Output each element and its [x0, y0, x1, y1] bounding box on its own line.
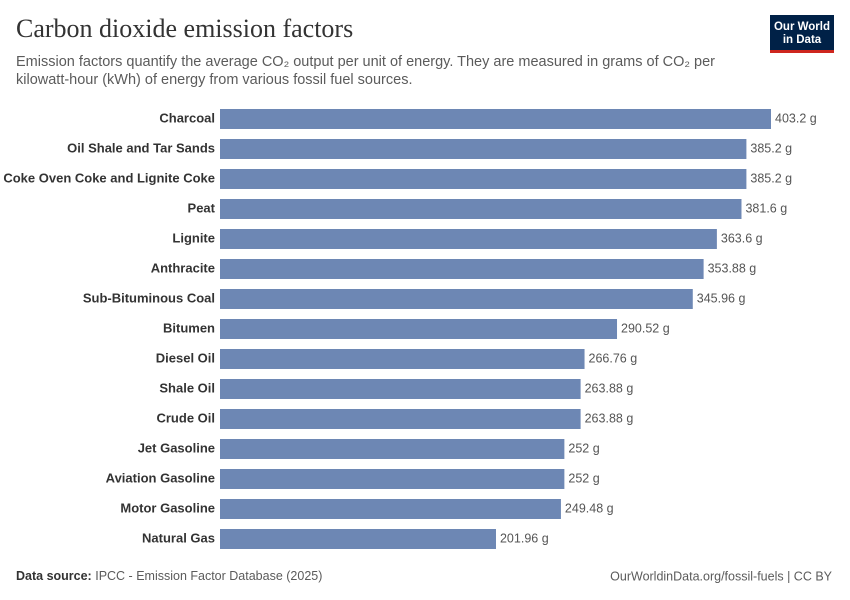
value-label: 263.88 g	[585, 381, 634, 395]
value-label: 385.2 g	[750, 171, 792, 185]
category-label: Bitumen	[163, 320, 215, 335]
bar	[220, 529, 496, 549]
category-label: Lignite	[172, 230, 215, 245]
logo-text: Our World	[774, 21, 830, 33]
value-label: 252 g	[568, 441, 599, 455]
bar	[220, 109, 771, 129]
logo-text: in Data	[783, 34, 822, 46]
category-label: Natural Gas	[142, 530, 215, 545]
bar	[220, 259, 704, 279]
category-label: Oil Shale and Tar Sands	[67, 140, 215, 155]
bar	[220, 289, 693, 309]
chart-title: Carbon dioxide emission factors	[16, 14, 353, 43]
bar	[220, 199, 742, 219]
bar	[220, 349, 585, 369]
bar	[220, 499, 561, 519]
value-label: 252 g	[568, 471, 599, 485]
value-label: 249.48 g	[565, 501, 614, 515]
value-label: 345.96 g	[697, 291, 746, 305]
value-label: 381.6 g	[745, 201, 787, 215]
footer-link[interactable]: OurWorldinData.org/fossil-fuels | CC BY	[610, 569, 833, 583]
category-label: Sub-Bituminous Coal	[83, 290, 215, 305]
bar	[220, 139, 747, 159]
category-label: Jet Gasoline	[138, 440, 215, 455]
subtitle-line: Emission factors quantify the average CO…	[16, 54, 715, 70]
value-label: 403.2 g	[775, 111, 817, 125]
logo-stripe	[770, 50, 834, 53]
source: Data source: IPCC - Emission Factor Data…	[16, 569, 322, 583]
value-label: 263.88 g	[585, 411, 634, 425]
category-label: Peat	[188, 200, 216, 215]
source-label: Data source:	[16, 569, 92, 583]
logo-box	[770, 15, 834, 50]
value-label: 363.6 g	[721, 231, 763, 245]
bar	[220, 379, 581, 399]
value-label: 290.52 g	[621, 321, 670, 335]
value-label: 385.2 g	[750, 141, 792, 155]
bar	[220, 439, 565, 459]
category-label: Aviation Gasoline	[106, 470, 215, 485]
bar	[220, 319, 618, 339]
category-label: Diesel Oil	[156, 350, 215, 365]
category-label: Crude Oil	[156, 410, 215, 425]
bar	[220, 229, 717, 249]
bar	[220, 169, 747, 189]
source-text: IPCC - Emission Factor Database (2025)	[95, 569, 322, 583]
value-label: 201.96 g	[500, 531, 549, 545]
category-label: Charcoal	[159, 110, 215, 125]
category-label: Shale Oil	[159, 380, 215, 395]
bar	[220, 469, 565, 489]
value-label: 266.76 g	[589, 351, 638, 365]
category-label: Coke Oven Coke and Lignite Coke	[3, 170, 215, 185]
category-label: Motor Gasoline	[120, 500, 215, 515]
category-label: Anthracite	[151, 260, 215, 275]
bar	[220, 409, 581, 429]
subtitle-line: kilowatt-hour (kWh) of energy from vario…	[16, 72, 412, 88]
logo[interactable]: Our World in Data	[770, 15, 834, 53]
value-label: 353.88 g	[708, 261, 757, 275]
